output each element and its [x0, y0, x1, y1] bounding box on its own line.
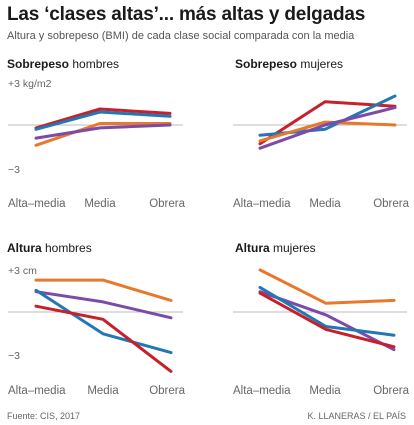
panel-title: Altura mujeres: [235, 241, 316, 255]
series-line-purple: [34, 123, 172, 140]
x-tick-label: Media: [87, 385, 119, 397]
panel-title: Sobrepeso mujeres: [235, 57, 343, 71]
credit-note: K. LLANERAS / EL PAÍS: [307, 411, 406, 421]
series-line-orange: [258, 120, 397, 143]
x-tick-label: Media: [84, 198, 116, 210]
x-tick-label: Obrera: [149, 385, 185, 397]
panel-title-bold: Altura: [235, 241, 270, 255]
panel-title-rest: mujeres: [270, 241, 316, 255]
panel-title-bold: Sobrepeso: [7, 57, 69, 71]
y-tick-label: +3 cm: [8, 265, 37, 277]
x-tick-label: Media: [309, 198, 341, 210]
x-tick-label: Alta–media: [233, 385, 291, 397]
y-tick-label: −3: [8, 164, 20, 176]
series-line-purple: [34, 290, 173, 320]
chart-title: Las ‘clases altas’... más altas y delgad…: [7, 4, 366, 25]
source-note: Fuente: CIS, 2017: [7, 411, 81, 421]
chart-subtitle: Altura y sobrepeso (BMI) de cada clase s…: [7, 30, 355, 42]
series-line-red: [258, 291, 396, 349]
series-line-orange: [34, 122, 172, 147]
x-tick-label: Alta–media: [8, 385, 66, 397]
series-line-blue: [34, 110, 172, 131]
panel-altura-hombres: Altura hombres +3 cm −3 Alta–media Media Obre…: [7, 241, 186, 397]
panel-sobrepeso-mujeres: Sobrepeso mujeres Alta–media Media Obrera: [233, 57, 410, 210]
series-line-blue: [258, 285, 396, 337]
x-tick-label: Obrera: [373, 198, 409, 210]
series-line-orange: [258, 268, 396, 305]
panel-title-bold: Sobrepeso: [235, 57, 297, 71]
x-tick-label: Media: [309, 385, 341, 397]
series-line-red: [34, 107, 172, 130]
panel-title: Sobrepeso hombres: [7, 57, 119, 71]
series-line-purple: [258, 106, 397, 150]
panel-title-bold: Altura: [7, 241, 42, 255]
y-tick-label: +3 kg/m2: [8, 78, 52, 90]
y-tick-label: −3: [8, 350, 20, 362]
panel-sobrepeso-hombres: Sobrepeso hombres +3 kg/m2 −3 Alta–media Med…: [7, 57, 186, 210]
panel-title-rest: mujeres: [297, 57, 343, 71]
series-line-red: [34, 304, 173, 373]
x-tick-label: Alta–media: [8, 198, 66, 210]
series-line-orange: [34, 278, 173, 302]
series-line-red: [258, 100, 397, 146]
panel-title: Altura hombres: [7, 241, 92, 255]
panel-altura-mujeres: Altura mujeres Alta–media Media Obrera: [233, 241, 410, 397]
panel-title-rest: hombres: [42, 241, 92, 255]
panel-title-rest: hombres: [69, 57, 119, 71]
x-tick-label: Obrera: [149, 198, 185, 210]
x-tick-label: Alta–media: [233, 198, 291, 210]
series-line-blue: [34, 288, 173, 355]
x-tick-label: Obrera: [373, 385, 409, 397]
